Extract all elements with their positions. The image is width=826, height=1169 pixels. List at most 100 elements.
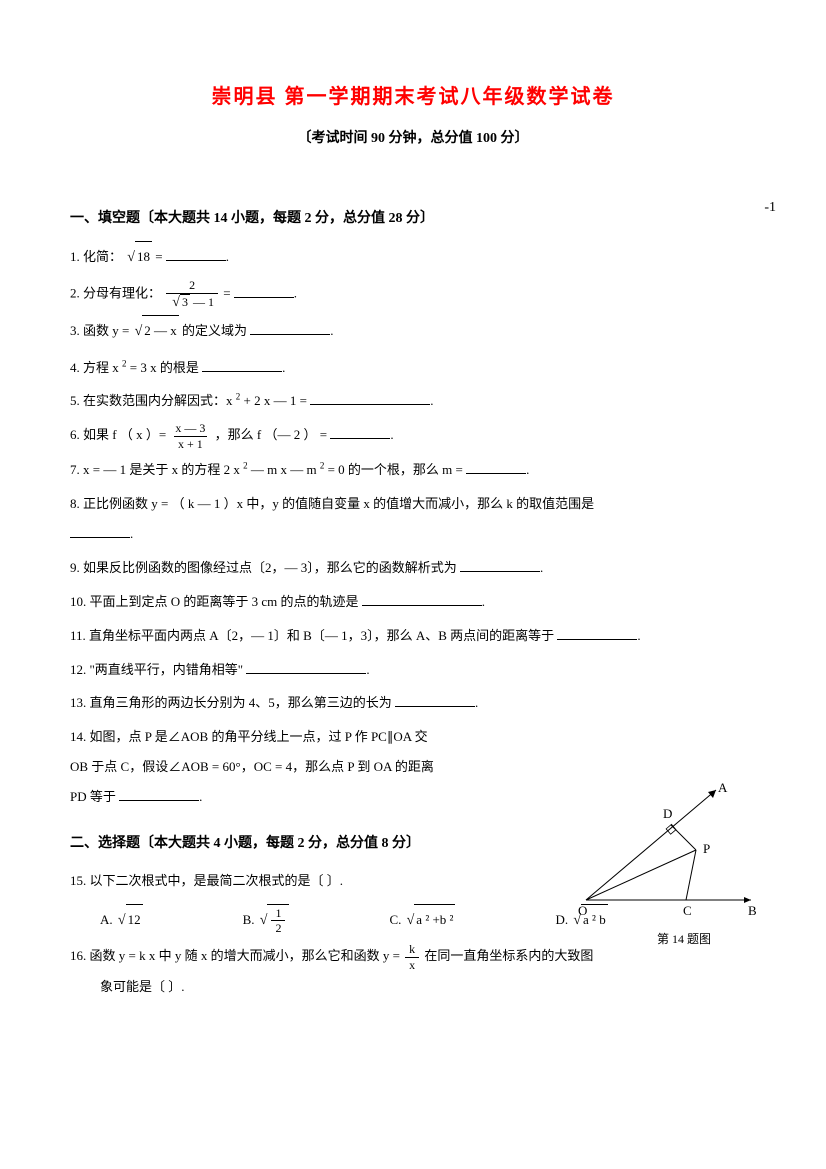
blank — [250, 321, 330, 335]
fraction: x — 3 x + 1 — [171, 421, 209, 451]
question-6: 6. 如果 f （ x ）= x — 3 x + 1 ，那么 f （— 2 ） … — [70, 420, 756, 451]
question-13: 13. 直角三角形的两边长分别为 4、5，那么第三边的长为 . — [70, 688, 756, 718]
frac-den: 3 — 1 — [166, 293, 218, 312]
fraction: k x — [405, 942, 419, 972]
blank — [70, 524, 130, 538]
sqrt-icon: 2 — x — [133, 315, 179, 348]
sqrt-icon: a ² b — [571, 904, 607, 937]
opt-label: C. — [389, 912, 401, 927]
q1-text: 1. 化简： — [70, 249, 122, 264]
option-c: C. a ² +b ² — [389, 904, 455, 937]
frac-den: x + 1 — [174, 436, 207, 451]
q2-sqrt: 3 — [180, 294, 190, 309]
q13-text: 13. 直角三角形的两边长分别为 4、5，那么第三边的长为 — [70, 695, 392, 710]
blank — [166, 247, 226, 261]
frac-num: x — 3 — [171, 421, 209, 435]
option-b: B. 1 2 — [243, 904, 290, 937]
question-12: 12. "两直线平行，内错角相等" . — [70, 655, 756, 685]
opt-label: A. — [100, 912, 113, 927]
blank — [395, 693, 475, 707]
blank — [202, 358, 282, 372]
sqrt-icon: 1 2 — [258, 904, 290, 937]
fraction: 2 3 — 1 — [166, 278, 218, 311]
fn: 1 — [271, 906, 285, 920]
sqrt-icon: a ² +b ² — [405, 904, 456, 937]
opt-label: B. — [243, 912, 255, 927]
q7-sup1: 2 — [243, 461, 248, 471]
q15-options: A. 12 B. 1 2 C. a ² +b ² D. a ² b — [100, 904, 756, 937]
page-marker: -1 — [764, 200, 776, 216]
question-1: 1. 化简： 18 = . — [70, 241, 756, 274]
question-8: 8. 正比例函数 y = （ k — 1 ）x 中，y 的值随自变量 x 的值增… — [70, 489, 756, 549]
question-9: 9. 如果反比例函数的图像经过点〔2，— 3〕，那么它的函数解析式为 . — [70, 553, 756, 583]
question-2: 2. 分母有理化： 2 3 — 1 = . — [70, 278, 756, 311]
option-d: D. a ² b — [555, 904, 607, 937]
label-P: P — [703, 841, 710, 856]
blank — [310, 391, 430, 405]
q3-after: 的定义域为 — [182, 323, 247, 338]
blank — [362, 592, 482, 606]
q11-text: 11. 直角坐标平面内两点 A〔2，— 1〕和 B〔— 1，3〕，那么 A、B … — [70, 628, 554, 643]
q16-a: 16. 函数 y = k x 中 y 随 x 的增大而减小，那么它和函数 y = — [70, 948, 403, 963]
q5-after: + 2 x — 1 = — [244, 393, 311, 408]
question-10: 10. 平面上到定点 O 的距离等于 3 cm 的点的轨迹是 . — [70, 587, 756, 617]
opt-sqrt: a ² +b ² — [414, 904, 455, 935]
q8-text: 8. 正比例函数 y = （ k — 1 ）x 中，y 的值随自变量 x 的值增… — [70, 496, 594, 511]
option-a: A. 12 — [100, 904, 143, 937]
question-4: 4. 方程 x 2 = 3 x 的根是 . — [70, 353, 756, 383]
sqrt-icon: 3 — [170, 294, 190, 312]
opt-sqrt: a ² b — [581, 904, 608, 935]
q1-after: = — [155, 249, 166, 264]
opt-sqrt: 12 — [126, 904, 143, 935]
q3-sqrt: 2 — x — [142, 315, 179, 346]
blank — [246, 660, 366, 674]
frac-num: 2 — [185, 278, 199, 292]
q4-sup: 2 — [122, 358, 127, 368]
q14-b: OB 于点 C，假设∠AOB = 60°，OC = 4，那么点 P 到 OA 的… — [70, 752, 540, 782]
blank — [557, 626, 637, 640]
q2-text: 2. 分母有理化： — [70, 286, 161, 301]
q5-sup: 2 — [236, 392, 241, 402]
question-5: 5. 在实数范围内分解因式：x 2 + 2 x — 1 = . — [70, 386, 756, 416]
question-14: 14. 如图，点 P 是∠AOB 的角平分线上一点，过 P 作 PC∥OA 交 … — [70, 722, 540, 812]
q4-text: 4. 方程 x — [70, 360, 122, 375]
q3-text: 3. 函数 y = — [70, 323, 133, 338]
fd: 2 — [271, 920, 285, 935]
question-7: 7. x = — 1 是关于 x 的方程 2 x 2 — m x — m 2 =… — [70, 455, 756, 485]
blank — [460, 558, 540, 572]
q6-after: ，那么 f （— 2 ） = — [215, 427, 331, 442]
q1-sqrt-val: 18 — [135, 241, 152, 272]
sqrt-icon: 12 — [116, 904, 143, 937]
q2-den-after: — 1 — [190, 295, 214, 309]
label-D: D — [663, 806, 672, 821]
q12-text: 12. "两直线平行，内错角相等" — [70, 662, 243, 677]
q15-text: 15. 以下二次根式中，是最简二次根式的是〔 〕. — [70, 873, 343, 888]
exam-subtitle: 〔考试时间 90 分钟，总分值 100 分〕 — [70, 127, 756, 147]
q7-a: 7. x = — 1 是关于 x 的方程 2 x — [70, 462, 243, 477]
sqrt-icon: 18 — [125, 241, 152, 274]
opt-label: D. — [555, 912, 568, 927]
blank — [119, 787, 199, 801]
blank — [330, 425, 390, 439]
q6-text: 6. 如果 f （ x ）= — [70, 427, 169, 442]
question-15: 15. 以下二次根式中，是最简二次根式的是〔 〕. A. 12 B. 1 2 C… — [70, 866, 756, 937]
question-11: 11. 直角坐标平面内两点 A〔2，— 1〕和 B〔— 1，3〕，那么 A、B … — [70, 621, 756, 651]
question-3: 3. 函数 y = 2 — x 的定义域为 . — [70, 315, 756, 348]
fd: x — [405, 957, 419, 972]
q16-b: 在同一直角坐标系内的大致图 — [424, 948, 593, 963]
q7-c: = 0 的一个根，那么 m = — [328, 462, 467, 477]
fraction: 1 2 — [271, 906, 285, 936]
label-A: A — [718, 780, 728, 795]
fn: k — [405, 942, 419, 956]
q4-after: = 3 x 的根是 — [130, 360, 199, 375]
q2-after: = — [223, 286, 234, 301]
blank — [234, 284, 294, 298]
q10-text: 10. 平面上到定点 O 的距离等于 3 cm 的点的轨迹是 — [70, 594, 359, 609]
section1-header: 一、填空题〔本大题共 14 小题，每题 2 分，总分值 28 分〕 — [70, 207, 756, 227]
exam-title: 崇明县 第一学期期末考试八年级数学试卷 — [70, 80, 756, 109]
q14-a: 14. 如图，点 P 是∠AOB 的角平分线上一点，过 P 作 PC∥OA 交 — [70, 722, 540, 752]
q9-text: 9. 如果反比例函数的图像经过点〔2，— 3〕，那么它的函数解析式为 — [70, 560, 457, 575]
q14-c: PD 等于 — [70, 789, 116, 804]
blank — [466, 460, 526, 474]
opt-frac: 1 2 — [267, 904, 289, 936]
